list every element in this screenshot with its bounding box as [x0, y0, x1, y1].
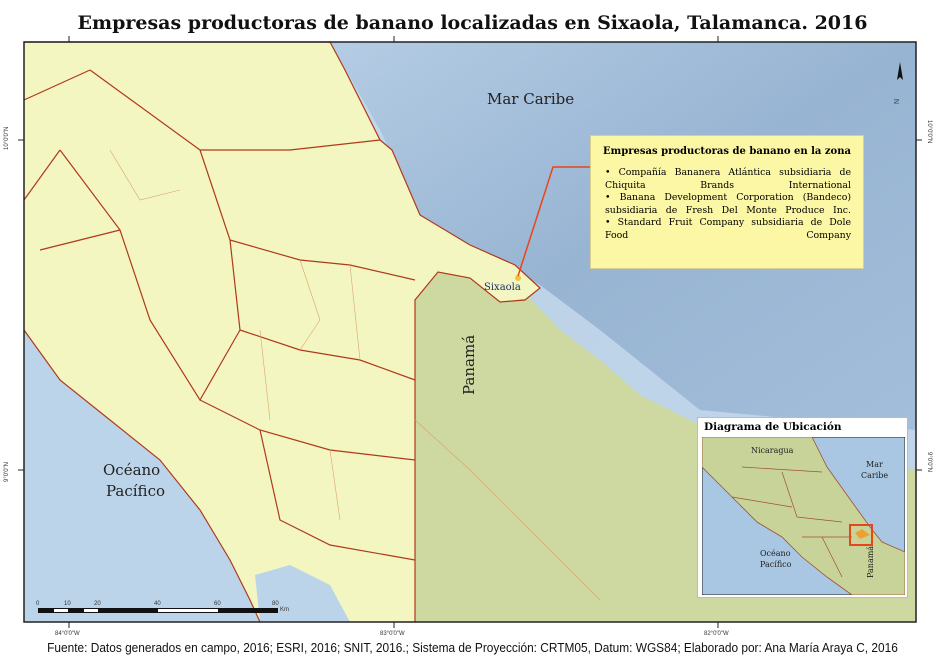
lat-label-left-top: 10°0'0"N: [4, 126, 10, 150]
inset-label-pacifico: Pacífico: [760, 560, 792, 569]
scale-unit: Km: [280, 607, 289, 613]
label-panama: Panamá: [460, 334, 478, 395]
pacific-bay: [255, 565, 350, 622]
source-note: Fuente: Datos generados en campo, 2016; …: [47, 641, 898, 655]
location-inset: Diagrama de Ubicación Nicaragua Mar Cari…: [697, 417, 908, 598]
north-label: N: [894, 98, 902, 105]
inset-map: [702, 437, 905, 595]
label-sixaola: Sixaola: [484, 282, 521, 293]
map-frame: [23, 41, 917, 623]
label-oceano: Océano: [103, 461, 161, 479]
scale-tick: 20: [94, 601, 101, 607]
label-mar-caribe: Mar Caribe: [487, 90, 575, 108]
legend-item: • Banana Development Corporation (Bandec…: [605, 192, 851, 216]
map-title: Empresas productoras de banano localizad…: [77, 12, 868, 34]
north-arrow: [897, 62, 903, 80]
lon-label-84: 84°0'0"W: [55, 631, 80, 637]
inset-label-panama: Panamá: [866, 545, 875, 578]
scale-tick: 40: [154, 601, 161, 607]
inset-label-nicaragua: Nicaragua: [751, 446, 794, 455]
inset-label-oceano: Océano: [760, 549, 791, 558]
graticule-ticks: [18, 36, 922, 628]
scale-tick: 10: [64, 601, 71, 607]
lon-label-82: 82°0'0"W: [704, 631, 729, 637]
inset-label-caribe: Caribe: [861, 471, 889, 480]
lat-label-right-bottom: 9°0'0"N: [926, 452, 932, 473]
legend-title: Empresas productoras de banano en la zon…: [603, 146, 851, 157]
callout-line: [517, 166, 590, 277]
scale-bar: [38, 608, 278, 613]
legend-box: Empresas productoras de banano en la zon…: [590, 135, 864, 269]
inset-label-mar: Mar: [866, 460, 883, 469]
lat-label-right-top: 10°0'0"N: [926, 120, 932, 144]
boundaries: [23, 41, 541, 623]
lat-label-left-bottom: 9°0'0"N: [4, 461, 10, 482]
inset-highlight: [849, 524, 873, 546]
lon-label-83: 83°0'0"W: [380, 631, 405, 637]
label-pacifico: Pacífico: [106, 482, 165, 500]
sixaola-marker[interactable]: [515, 275, 521, 281]
scale-tick: 80: [272, 601, 279, 607]
legend-item: • Standard Fruit Company subsidiaria de …: [605, 217, 851, 241]
inset-title: Diagrama de Ubicación: [704, 421, 842, 433]
legend-item: • Compañía Bananera Atlántica subsidiari…: [605, 167, 851, 191]
pacific-ocean: [24, 330, 260, 622]
district-boundaries: [109, 149, 601, 601]
scale-tick: 60: [214, 601, 221, 607]
scale-tick: 0: [36, 601, 40, 607]
